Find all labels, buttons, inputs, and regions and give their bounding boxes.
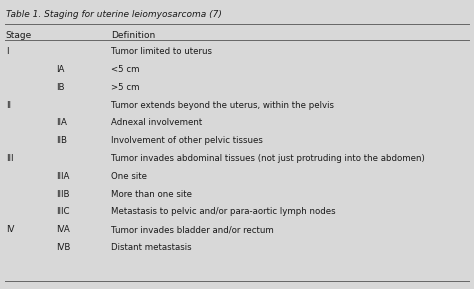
- Text: Tumor invades abdominal tissues (not just protruding into the abdomen): Tumor invades abdominal tissues (not jus…: [111, 154, 425, 163]
- Text: Table 1. Staging for uterine leiomyosarcoma (7): Table 1. Staging for uterine leiomyosarc…: [6, 10, 221, 19]
- Text: IIA: IIA: [56, 118, 67, 127]
- Text: Adnexal involvement: Adnexal involvement: [111, 118, 203, 127]
- Text: Distant metastasis: Distant metastasis: [111, 243, 192, 252]
- Text: Definition: Definition: [111, 31, 155, 40]
- Text: Involvement of other pelvic tissues: Involvement of other pelvic tissues: [111, 136, 263, 145]
- Text: IV: IV: [6, 225, 14, 234]
- Text: One site: One site: [111, 172, 147, 181]
- Text: IIB: IIB: [56, 136, 67, 145]
- Text: IA: IA: [56, 65, 64, 74]
- Text: II: II: [6, 101, 11, 110]
- Text: IVA: IVA: [56, 225, 70, 234]
- Text: Tumor invades bladder and/or rectum: Tumor invades bladder and/or rectum: [111, 225, 274, 234]
- Text: More than one site: More than one site: [111, 190, 192, 199]
- Text: Tumor limited to uterus: Tumor limited to uterus: [111, 47, 212, 56]
- Text: III: III: [6, 154, 13, 163]
- Text: Stage: Stage: [6, 31, 32, 40]
- Text: <5 cm: <5 cm: [111, 65, 140, 74]
- Text: IIIB: IIIB: [56, 190, 69, 199]
- Text: IIIC: IIIC: [56, 208, 69, 216]
- Text: Tumor extends beyond the uterus, within the pelvis: Tumor extends beyond the uterus, within …: [111, 101, 334, 110]
- Text: IIIA: IIIA: [56, 172, 69, 181]
- Text: >5 cm: >5 cm: [111, 83, 140, 92]
- Text: IVB: IVB: [56, 243, 70, 252]
- Text: I: I: [6, 47, 8, 56]
- Text: Metastasis to pelvic and/or para-aortic lymph nodes: Metastasis to pelvic and/or para-aortic …: [111, 208, 336, 216]
- Text: IB: IB: [56, 83, 64, 92]
